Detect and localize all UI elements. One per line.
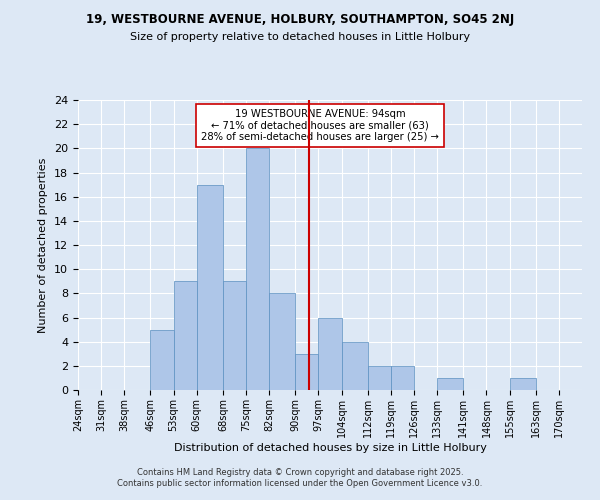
- Text: 19 WESTBOURNE AVENUE: 94sqm
← 71% of detached houses are smaller (63)
28% of sem: 19 WESTBOURNE AVENUE: 94sqm ← 71% of det…: [201, 108, 439, 142]
- Bar: [246, 148, 269, 390]
- Bar: [223, 281, 246, 390]
- Text: Contains HM Land Registry data © Crown copyright and database right 2025.
Contai: Contains HM Land Registry data © Crown c…: [118, 468, 482, 487]
- Bar: [341, 342, 368, 390]
- X-axis label: Distribution of detached houses by size in Little Holbury: Distribution of detached houses by size …: [173, 442, 487, 452]
- Bar: [391, 366, 414, 390]
- Text: 19, WESTBOURNE AVENUE, HOLBURY, SOUTHAMPTON, SO45 2NJ: 19, WESTBOURNE AVENUE, HOLBURY, SOUTHAMP…: [86, 12, 514, 26]
- Bar: [319, 318, 341, 390]
- Bar: [173, 281, 197, 390]
- Bar: [151, 330, 173, 390]
- Bar: [197, 184, 223, 390]
- Bar: [437, 378, 463, 390]
- Y-axis label: Number of detached properties: Number of detached properties: [38, 158, 49, 332]
- Bar: [269, 294, 295, 390]
- Text: Size of property relative to detached houses in Little Holbury: Size of property relative to detached ho…: [130, 32, 470, 42]
- Bar: [368, 366, 391, 390]
- Bar: [295, 354, 319, 390]
- Bar: [509, 378, 536, 390]
